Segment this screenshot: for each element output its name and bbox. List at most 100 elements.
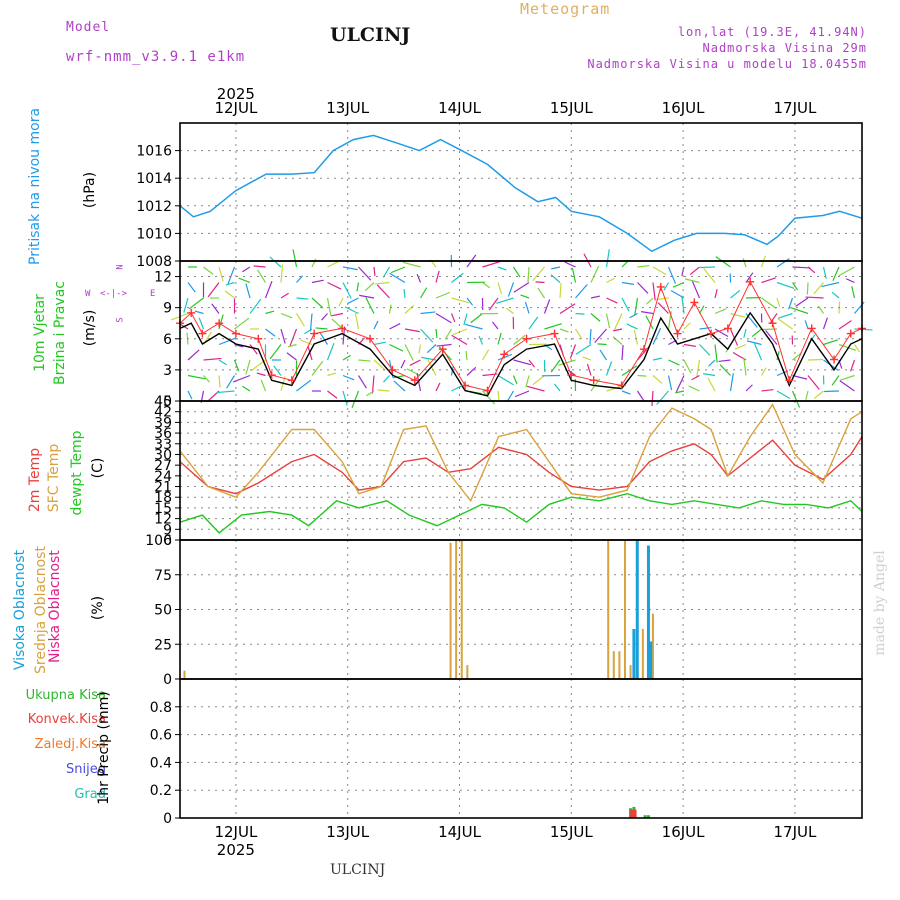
wind-arrow: [187, 282, 196, 293]
wind-arrow: [524, 301, 530, 314]
wind-arrow: [450, 313, 456, 323]
wind-arrow: [621, 365, 638, 377]
wind-arrow: [656, 297, 669, 301]
wind-arrow: [416, 373, 422, 392]
bottom-day-label: 13JUL: [326, 823, 369, 841]
wind-arrow: [667, 375, 673, 391]
wind-arrow: [187, 349, 200, 361]
wind-arrow: [295, 313, 305, 327]
wind-arrow: [778, 312, 793, 319]
dewpoint-line: [179, 492, 863, 534]
wind-arrow: [466, 297, 474, 306]
coords-text: lon,lat (19.3E, 41.94N): [677, 25, 867, 39]
wind-arrow: [613, 328, 623, 332]
wind-arrow: [296, 379, 312, 392]
wind-arrow: [807, 266, 816, 274]
wind-arrow: [769, 313, 778, 324]
wind-arrow: [791, 390, 801, 408]
wind-arrow: [373, 266, 376, 277]
legend-total-rain: Ukupna Kisa: [25, 688, 106, 703]
wind-arrow: [714, 328, 729, 338]
wind-arrow: [482, 261, 500, 268]
wind-arrow: [776, 370, 789, 377]
wind-arrow: [478, 335, 484, 345]
wind-arrow: [831, 375, 840, 386]
wind-arrow: [435, 328, 438, 339]
wind-arrow: [280, 264, 284, 283]
wind-arrow: [342, 354, 351, 361]
wind-arrow: [544, 323, 562, 330]
wind-arrow: [688, 385, 700, 392]
wind-arrow: [374, 281, 390, 285]
wind-arrow: [359, 294, 375, 299]
wind-arrow: [646, 297, 654, 305]
wind-arrow: [776, 258, 790, 268]
wind-arrow: [683, 322, 691, 330]
compass-west: W: [85, 289, 91, 299]
wind-arrow: [365, 297, 375, 314]
cloud-bar: [618, 651, 621, 679]
wind-arrow: [389, 323, 401, 330]
wind-arrow: [344, 306, 359, 315]
precip-bar: [646, 815, 650, 818]
precip-bar: [633, 809, 637, 818]
wind-arrow: [698, 305, 705, 314]
wind-arrow: [319, 331, 329, 345]
wind-arrow: [745, 272, 754, 283]
top-day-label: 14JUL: [438, 99, 481, 117]
wind-arrow: [470, 313, 483, 324]
compass-east: E: [150, 289, 156, 299]
wind-arrow: [606, 277, 615, 284]
wind-arrow: [497, 266, 507, 271]
wind-arrow: [805, 296, 824, 299]
wind-arrow: [218, 359, 227, 366]
wind-arrow: [491, 321, 499, 330]
wind-arrow: [488, 297, 499, 311]
wind-arrow: [265, 328, 276, 337]
bottom-year-label: 2025: [217, 841, 255, 859]
axes-layer: 12JUL 12JUL 13JUL 13JUL 14JUL 14JUL 15JUL 15JUL…: [136, 85, 817, 859]
wind-arrow: [537, 287, 546, 299]
y-tick-label: 0: [163, 394, 172, 410]
wind-arrow: [551, 266, 561, 270]
wind-arrow: [218, 266, 224, 282]
wind-arrow: [357, 375, 367, 389]
y-tick-label: 9: [163, 301, 172, 317]
y-tick-label: 15: [154, 501, 172, 517]
wind-arrow: [753, 343, 763, 361]
y-tick-label: 18: [154, 490, 172, 506]
wind-arrow: [683, 343, 696, 347]
wind-arrow: [309, 313, 313, 332]
wind-arrow: [513, 334, 526, 345]
wind-arrow: [699, 326, 712, 330]
wind-arrow: [751, 328, 762, 338]
wind-arrow: [553, 383, 561, 392]
wind-arrow: [257, 269, 267, 283]
wind-arrow: [854, 328, 873, 331]
wind-arrow: [327, 372, 337, 377]
wind-arrow: [211, 303, 220, 314]
wind-arrow: [347, 297, 359, 304]
wind-arrow: [696, 359, 701, 378]
cloud-bar: [612, 651, 615, 679]
wind-arrow: [497, 390, 500, 401]
wind-arrow: [465, 350, 468, 361]
wind-arrow: [273, 365, 282, 376]
wind-arrow: [691, 281, 701, 299]
wind-arrow: [444, 328, 453, 340]
cloud-bar: [632, 628, 636, 679]
wind-arrow: [730, 312, 746, 318]
wind-arrow: [590, 295, 600, 299]
wind-arrow: [558, 359, 576, 366]
wind-arrow: [225, 281, 235, 286]
bottom-day-label: 12JUL: [214, 823, 257, 841]
wind-arrow: [714, 344, 718, 363]
wind-arrow: [409, 359, 421, 366]
bottom-day-label: 14JUL: [438, 823, 481, 841]
cloud-bar: [646, 545, 650, 679]
wind-arrow: [605, 361, 613, 376]
wind-arrow: [652, 375, 663, 384]
wind-arrow: [388, 304, 392, 314]
wind-arrow: [645, 315, 654, 330]
wind-arrow: [321, 313, 328, 321]
